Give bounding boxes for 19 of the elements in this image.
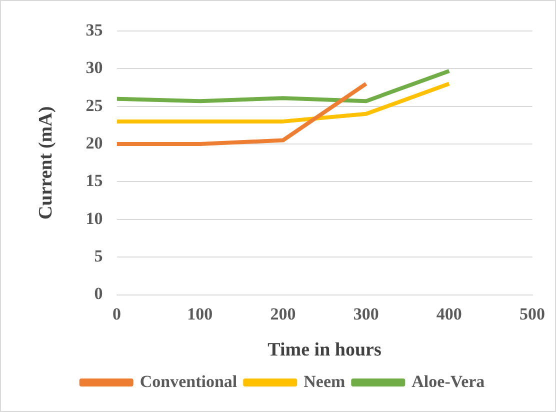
legend-label: Neem [304, 372, 346, 391]
y-tick-label: 20 [86, 133, 103, 152]
y-tick-label: 30 [86, 58, 103, 78]
x-tick-label: 200 [270, 304, 296, 324]
x-tick-label: 100 [187, 304, 213, 324]
y-tick-label: 5 [94, 246, 103, 266]
y-tick-label: 15 [86, 171, 103, 190]
y-tick-label: 10 [86, 208, 103, 228]
y-axis-title: Current (mA) [35, 106, 56, 220]
x-tick-label: 300 [353, 304, 379, 324]
legend-label: Conventional [140, 372, 238, 391]
x-axis-title: Time in hours [268, 340, 382, 361]
y-tick-label: 0 [94, 284, 103, 304]
x-tick-label: 0 [112, 304, 122, 324]
y-tick-label: 35 [86, 20, 103, 40]
y-tick-label: 25 [86, 96, 103, 115]
x-tick-label: 500 [520, 304, 545, 324]
x-tick-label: 400 [436, 304, 462, 324]
legend-label: Aloe-Vera [412, 372, 486, 391]
